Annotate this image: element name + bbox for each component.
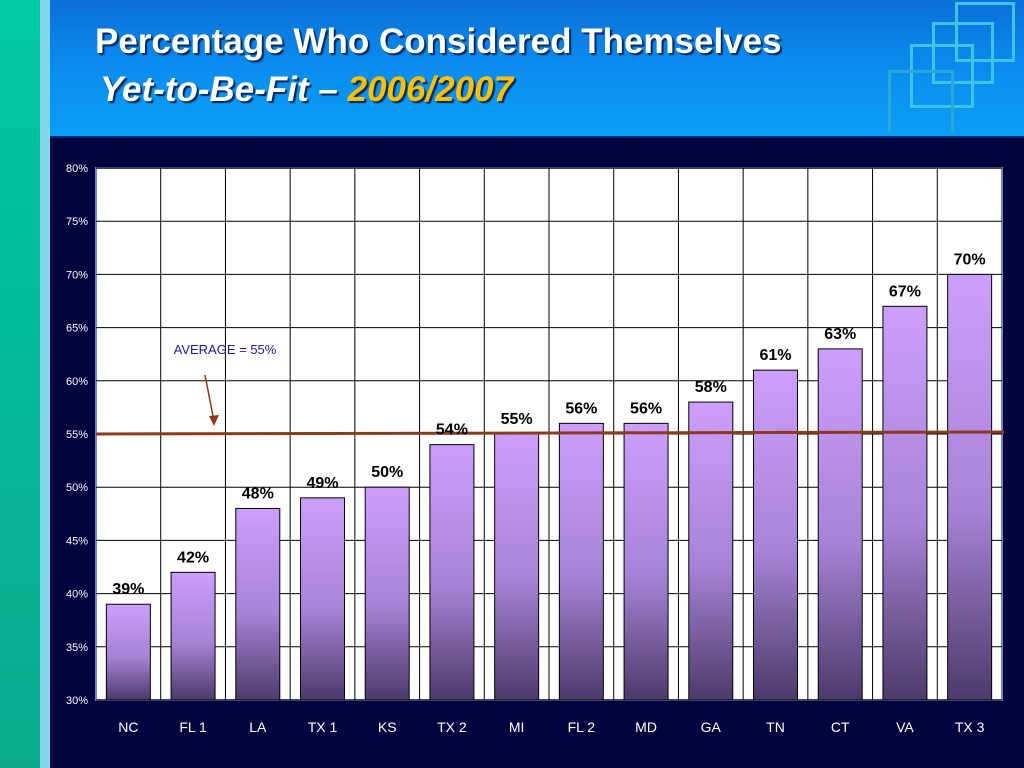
title-italic-text: Yet-to-Be-Fit: [100, 70, 309, 109]
average-annotation: AVERAGE = 55%: [174, 342, 277, 357]
x-tick-label: FL 2: [568, 719, 596, 735]
title-divider: [50, 136, 1024, 138]
data-label: 56%: [630, 400, 662, 417]
bar: [688, 401, 734, 701]
data-label: 55%: [501, 411, 533, 428]
y-tick-label: 30%: [66, 695, 88, 707]
y-tick-label: 45%: [66, 535, 88, 547]
x-tick-label: LA: [249, 719, 267, 735]
data-label: 70%: [954, 251, 986, 268]
left-accent-stripe: [40, 0, 50, 768]
y-tick-label: 60%: [66, 376, 88, 388]
annotation-arrow-shaft: [204, 374, 214, 417]
bar: [947, 273, 993, 701]
y-tick-label: 50%: [66, 482, 88, 494]
bar: [105, 603, 151, 701]
y-tick-label: 75%: [66, 216, 88, 228]
decorative-square: [910, 44, 974, 108]
data-label: 39%: [112, 581, 144, 598]
data-label: 63%: [824, 326, 856, 343]
average-line: [95, 430, 1005, 436]
bar: [558, 422, 604, 701]
x-tick-label: TX 2: [437, 719, 467, 735]
bar: [623, 422, 669, 701]
bar: [753, 369, 798, 701]
x-tick-label: TX 3: [955, 719, 985, 735]
y-tick-label: 35%: [66, 642, 88, 654]
x-tick-label: TX 1: [308, 719, 338, 735]
bar: [494, 433, 540, 701]
slide-title-line2: Yet-to-Be-Fit – 2006/2007: [100, 70, 513, 110]
slide-title-line1: Percentage Who Considered Themselves: [95, 22, 782, 61]
x-tick-label: KS: [378, 719, 397, 735]
bar: [170, 571, 216, 701]
bar: [235, 507, 281, 701]
x-tick-label: CT: [831, 719, 850, 735]
decorative-square: [932, 22, 994, 84]
data-label: 58%: [695, 379, 727, 396]
data-label: 61%: [759, 347, 791, 364]
y-tick-label: 80%: [66, 163, 88, 175]
data-label: 48%: [242, 485, 274, 502]
title-banner: [50, 0, 1024, 136]
bar: [300, 497, 345, 701]
bar: [364, 486, 410, 701]
decorative-square: [888, 70, 954, 132]
bar: [817, 348, 863, 701]
y-tick-label: 55%: [66, 429, 88, 441]
data-label: 54%: [436, 422, 468, 439]
y-tick-label: 70%: [66, 269, 88, 281]
bar: [429, 444, 475, 701]
x-tick-label: VA: [896, 719, 914, 735]
left-accent-bar: [0, 0, 40, 768]
x-tick-label: TN: [766, 719, 785, 735]
data-label: 56%: [565, 400, 597, 417]
annotation-arrow-head: [209, 415, 219, 426]
data-label: 42%: [177, 549, 209, 566]
data-label: 50%: [371, 464, 403, 481]
x-tick-label: MI: [509, 719, 525, 735]
data-label: 49%: [306, 475, 338, 492]
y-tick-label: 65%: [66, 323, 88, 335]
title-dash: –: [318, 70, 338, 109]
x-tick-label: FL 1: [179, 719, 207, 735]
bar: [882, 305, 928, 701]
data-label: 67%: [889, 283, 921, 300]
x-tick-label: GA: [701, 719, 722, 735]
x-tick-label: MD: [635, 719, 657, 735]
decorative-square: [955, 2, 1015, 62]
y-tick-label: 40%: [66, 589, 88, 601]
title-year: 2006/2007: [347, 70, 514, 109]
x-tick-label: NC: [118, 719, 138, 735]
